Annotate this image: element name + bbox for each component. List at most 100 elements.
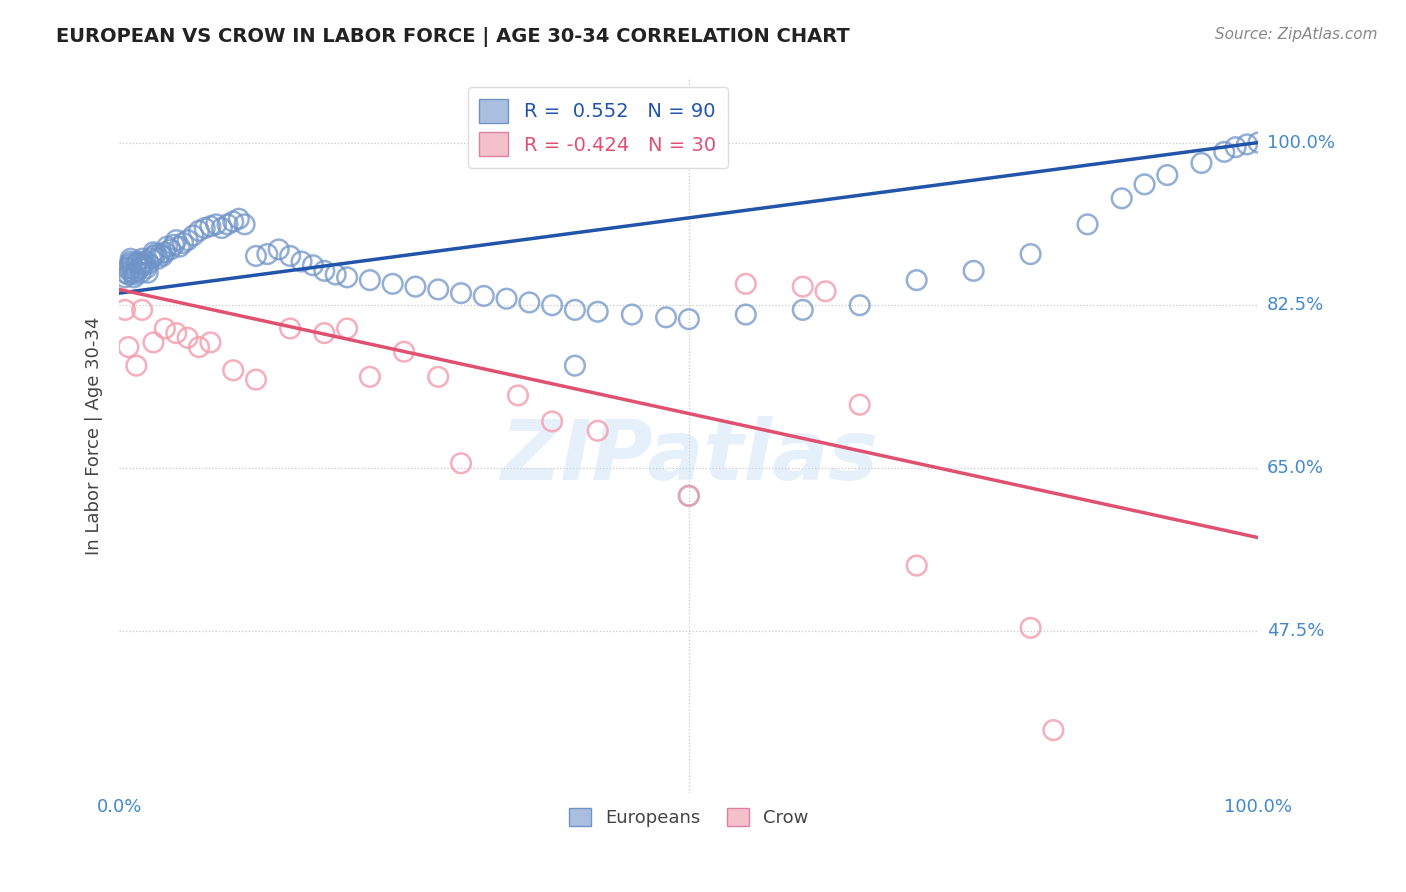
Text: ZIPatlas: ZIPatlas	[501, 417, 877, 498]
Point	[117, 268, 139, 282]
Point	[135, 260, 157, 275]
Point	[128, 254, 150, 268]
Point	[176, 233, 198, 247]
Point	[125, 359, 148, 373]
Point	[245, 249, 267, 263]
Point	[962, 264, 984, 278]
Point	[163, 237, 186, 252]
Point	[427, 282, 450, 296]
Point	[381, 277, 404, 291]
Point	[120, 258, 142, 272]
Point	[267, 243, 290, 257]
Point	[848, 398, 870, 412]
Point	[134, 254, 156, 268]
Point	[169, 240, 191, 254]
Point	[222, 214, 245, 228]
Point	[181, 228, 204, 243]
Point	[586, 304, 609, 318]
Point	[1236, 137, 1258, 152]
Point	[222, 363, 245, 377]
Point	[1042, 723, 1064, 738]
Point	[142, 245, 165, 260]
Point	[120, 256, 142, 270]
Point	[120, 260, 142, 275]
Point	[159, 243, 181, 257]
Point	[129, 266, 152, 280]
Text: 82.5%: 82.5%	[1267, 296, 1324, 314]
Point	[1156, 168, 1178, 182]
Point	[564, 302, 586, 317]
Point	[792, 302, 814, 317]
Point	[156, 240, 179, 254]
Point	[1213, 145, 1236, 159]
Point	[153, 245, 176, 260]
Point	[734, 308, 756, 322]
Point	[188, 224, 211, 238]
Text: 100.0%: 100.0%	[1267, 134, 1334, 152]
Point	[194, 221, 217, 235]
Point	[302, 258, 325, 272]
Point	[290, 254, 312, 268]
Point	[114, 270, 136, 285]
Point	[404, 279, 426, 293]
Point	[211, 221, 233, 235]
Point	[149, 247, 172, 261]
Point	[734, 277, 756, 291]
Point	[450, 456, 472, 470]
Point	[336, 270, 359, 285]
Y-axis label: In Labor Force | Age 30-34: In Labor Force | Age 30-34	[86, 316, 103, 555]
Point	[142, 249, 165, 263]
Text: EUROPEAN VS CROW IN LABOR FORCE | AGE 30-34 CORRELATION CHART: EUROPEAN VS CROW IN LABOR FORCE | AGE 30…	[56, 27, 851, 46]
Point	[519, 295, 541, 310]
Point	[359, 369, 381, 384]
Point	[336, 321, 359, 335]
Point	[1019, 621, 1042, 635]
Point	[136, 266, 159, 280]
Point	[138, 256, 160, 270]
Point	[117, 260, 139, 275]
Point	[655, 310, 678, 325]
Point	[114, 302, 136, 317]
Point	[217, 218, 239, 232]
Point	[125, 256, 148, 270]
Point	[131, 252, 153, 266]
Text: 65.0%: 65.0%	[1267, 459, 1324, 477]
Point	[245, 373, 267, 387]
Point	[188, 340, 211, 354]
Point	[153, 321, 176, 335]
Point	[541, 298, 564, 312]
Point	[620, 308, 643, 322]
Point	[176, 331, 198, 345]
Point	[472, 289, 495, 303]
Point	[359, 273, 381, 287]
Point	[124, 268, 146, 282]
Point	[256, 247, 278, 261]
Point	[120, 252, 142, 266]
Point	[678, 489, 700, 503]
Point	[1133, 178, 1156, 192]
Point	[122, 266, 145, 280]
Point	[146, 252, 169, 266]
Point	[678, 489, 700, 503]
Point	[114, 266, 136, 280]
Point	[814, 285, 837, 299]
Point	[118, 264, 141, 278]
Point	[233, 218, 256, 232]
Point	[1191, 156, 1213, 170]
Point	[278, 321, 301, 335]
Point	[1225, 140, 1247, 154]
Point	[314, 264, 336, 278]
Point	[278, 249, 301, 263]
Point	[165, 233, 187, 247]
Point	[427, 369, 450, 384]
Point	[848, 298, 870, 312]
Point	[905, 273, 928, 287]
Point	[152, 249, 174, 263]
Point	[172, 235, 194, 250]
Point	[205, 218, 228, 232]
Point	[200, 335, 222, 350]
Text: 47.5%: 47.5%	[1267, 622, 1324, 640]
Legend: Europeans, Crow: Europeans, Crow	[561, 801, 815, 834]
Point	[145, 247, 167, 261]
Point	[117, 340, 139, 354]
